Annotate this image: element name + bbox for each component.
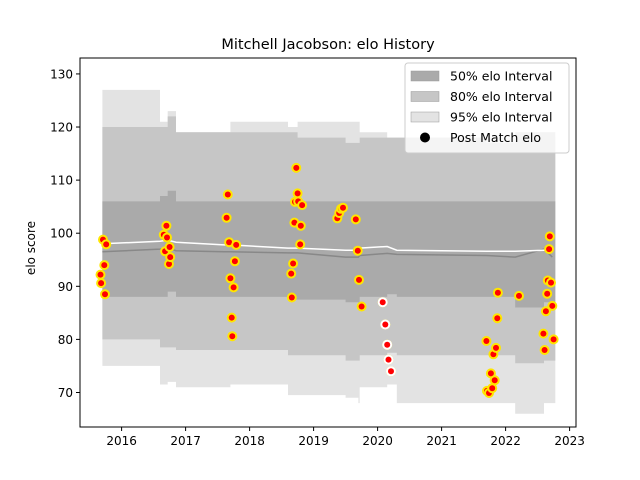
post-match-point: [290, 260, 297, 267]
y-tick-label: 120: [50, 121, 73, 135]
post-match-point: [163, 222, 170, 229]
post-match-point: [358, 303, 365, 310]
post-match-point: [224, 191, 231, 198]
post-match-point: [166, 261, 172, 267]
post-match-point: [356, 276, 362, 283]
legend-label: 80% elo Interval: [450, 89, 552, 104]
post-match-point: [97, 271, 104, 278]
y-axis-label: elo score: [24, 221, 38, 275]
post-match-point: [226, 239, 233, 246]
x-tick-label: 2018: [234, 434, 265, 448]
y-tick-label: 70: [58, 386, 73, 400]
post-match-point: [546, 246, 553, 253]
post-match-point: [164, 234, 170, 241]
legend-swatch: [410, 111, 440, 123]
y-tick-label: 110: [50, 174, 73, 188]
post-match-point: [494, 315, 501, 322]
post-match-point: [550, 336, 557, 343]
post-match-point: [293, 164, 300, 171]
post-match-point: [494, 289, 501, 296]
post-match-point: [340, 204, 346, 211]
post-match-point-alt: [379, 299, 386, 306]
x-tick-label: 2021: [426, 434, 457, 448]
post-match-points: [95, 162, 559, 398]
x-tick-label: 2017: [170, 434, 201, 448]
post-match-point-alt: [382, 321, 389, 328]
post-match-point: [291, 219, 298, 226]
plot-content: [95, 89, 559, 414]
legend-label: 50% elo Interval: [450, 69, 552, 84]
post-match-point: [546, 233, 553, 240]
post-match-point: [230, 284, 237, 291]
legend-label: 95% elo Interval: [450, 110, 552, 125]
post-match-point: [490, 351, 497, 358]
post-match-point: [98, 280, 105, 287]
y-tick-label: 130: [50, 67, 73, 81]
post-match-point: [297, 241, 304, 248]
x-tick-label: 2019: [298, 434, 329, 448]
post-match-point: [223, 214, 230, 221]
post-match-point: [228, 314, 235, 321]
post-match-point: [294, 190, 301, 197]
post-match-point: [229, 333, 236, 340]
post-match-point-alt: [388, 368, 394, 375]
post-match-point: [102, 291, 108, 298]
post-match-point: [491, 377, 498, 384]
y-tick-label: 80: [58, 333, 73, 347]
post-match-point: [288, 294, 295, 301]
legend-box: [404, 62, 570, 154]
post-match-point: [540, 330, 547, 337]
legend-marker: [420, 132, 430, 143]
post-match-point: [227, 275, 234, 282]
post-match-point: [548, 279, 554, 286]
legend-swatch: [410, 91, 440, 102]
post-match-point: [233, 241, 240, 248]
post-match-point: [167, 254, 174, 261]
post-match-point: [542, 308, 549, 315]
post-match-point: [541, 347, 548, 353]
y-tick-label: 100: [50, 227, 73, 241]
post-match-point: [101, 262, 108, 269]
post-match-point: [487, 370, 494, 377]
post-match-point: [483, 338, 490, 344]
mean-elo-line: [102, 239, 553, 253]
post-match-point: [493, 344, 499, 351]
post-match-point: [549, 302, 556, 309]
x-tick-label: 2020: [362, 434, 393, 448]
y-tick-label: 90: [58, 280, 73, 294]
x-tick-label: 2022: [490, 434, 521, 448]
post-match-point-alt: [385, 356, 392, 363]
post-match-point: [103, 241, 110, 248]
post-match-point: [297, 222, 304, 229]
post-match-point: [288, 270, 295, 277]
x-axis: 2016 2017 2018 2019 2020 2021 2022 2023: [106, 427, 585, 448]
chart-title: Mitchell Jacobson: elo History: [221, 37, 435, 53]
post-match-point: [544, 290, 551, 297]
x-tick-label: 2023: [554, 434, 585, 448]
post-match-point: [516, 292, 522, 299]
legend: 50% elo Interval 80% elo Interval 95% elo …: [404, 62, 570, 154]
plot-area: [95, 89, 559, 414]
y-axis: 70 80 90 100 110 120 130: [50, 67, 80, 400]
x-tick-label: 2016: [106, 434, 137, 448]
post-match-point: [299, 202, 306, 209]
post-match-point: [354, 247, 361, 254]
legend-label: Post Match elo: [450, 130, 541, 145]
post-match-point: [166, 244, 173, 250]
post-match-point: [231, 258, 238, 265]
axes-frame: [79, 57, 577, 428]
post-match-point-alt: [384, 341, 391, 348]
post-match-point: [352, 216, 359, 223]
legend-swatch: [410, 70, 440, 82]
post-match-point: [489, 385, 496, 392]
